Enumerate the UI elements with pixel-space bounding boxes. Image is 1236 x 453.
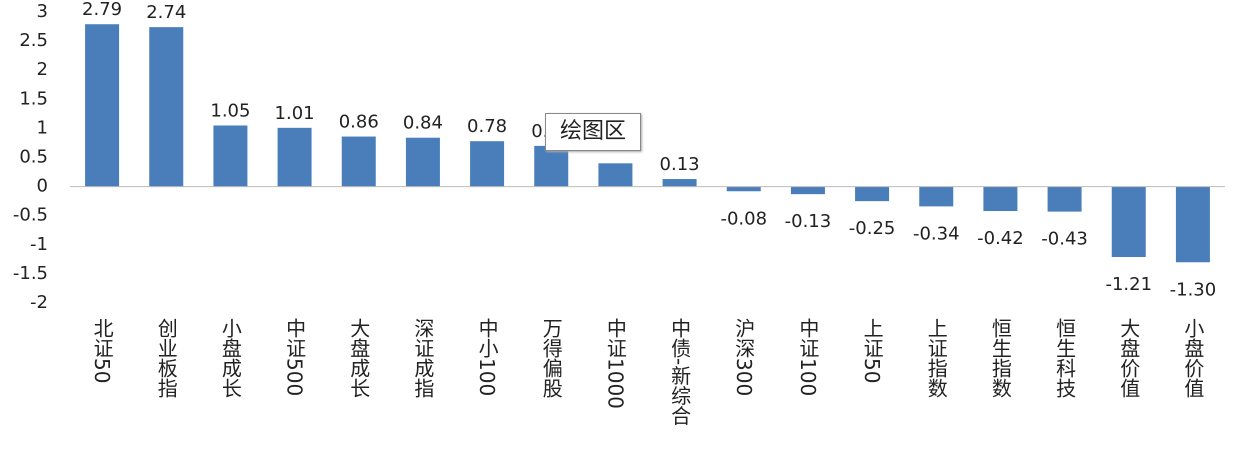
value-label: -0.13 xyxy=(785,211,832,232)
value-label: -0.25 xyxy=(849,218,896,239)
y-tick-label: 2.5 xyxy=(19,30,48,51)
y-tick-label: 3 xyxy=(37,1,48,22)
bar xyxy=(919,186,954,207)
tooltip: 绘图区 xyxy=(545,113,641,151)
x-tick-label: 上证50 xyxy=(860,318,885,384)
value-label: -0.34 xyxy=(913,223,960,244)
x-tick-label: 上证指数 xyxy=(924,318,949,398)
y-tick-label: -1 xyxy=(30,234,48,255)
value-label: -1.30 xyxy=(1170,279,1217,300)
x-tick-label: 中证1000 xyxy=(603,318,628,409)
y-tick-label: 1 xyxy=(37,117,48,138)
bar xyxy=(662,179,697,187)
x-tick-label: 恒生指数 xyxy=(988,318,1013,398)
bar xyxy=(85,24,120,187)
value-label: -0.08 xyxy=(720,208,767,229)
value-label: 0.84 xyxy=(403,113,443,134)
y-tick-label: -0.5 xyxy=(13,205,48,226)
bar xyxy=(213,125,248,187)
value-label: 0.13 xyxy=(660,154,700,175)
x-tick-label: 中证500 xyxy=(282,318,307,397)
value-label: 0.86 xyxy=(339,112,379,133)
x-tick-label: 中证100 xyxy=(795,318,820,397)
x-tick-label: 大盘成长 xyxy=(346,318,371,398)
x-tick-label: 沪深300 xyxy=(731,318,756,397)
value-label: 2.79 xyxy=(82,0,122,20)
bar xyxy=(983,186,1018,212)
y-tick-label: 2 xyxy=(37,59,48,80)
value-label: 0.78 xyxy=(467,116,507,137)
bar xyxy=(534,145,569,187)
bar xyxy=(855,186,890,202)
value-label: -1.21 xyxy=(1105,274,1152,295)
bar xyxy=(1175,186,1210,263)
bar xyxy=(341,136,376,187)
bar xyxy=(149,27,184,187)
bar xyxy=(790,186,825,195)
bar xyxy=(1111,186,1146,258)
bar xyxy=(470,141,505,187)
x-tick-label: 小盘成长 xyxy=(218,318,243,398)
x-tick-label: 恒生科技 xyxy=(1052,318,1077,398)
x-tick-label: 万得偏股 xyxy=(539,318,564,398)
value-label: 1.01 xyxy=(275,103,315,124)
x-tick-label: 北证50 xyxy=(90,318,115,384)
bar xyxy=(277,127,312,187)
y-tick-label: -1.5 xyxy=(13,263,48,284)
y-tick-label: -2 xyxy=(30,292,48,313)
value-label: 1.05 xyxy=(210,100,250,121)
value-label: 2.74 xyxy=(146,2,186,23)
x-tick-label: 大盘价值 xyxy=(1116,318,1141,398)
x-tick-label: 小盘价值 xyxy=(1180,318,1205,398)
bar xyxy=(1047,186,1082,212)
x-tick-label: 创业板指 xyxy=(154,318,179,398)
value-label: -0.43 xyxy=(1041,229,1088,250)
y-tick-label: 1.5 xyxy=(19,88,48,109)
value-label: -0.42 xyxy=(977,228,1024,249)
bar xyxy=(726,186,761,192)
bar xyxy=(598,163,633,187)
y-tick-label: 0.5 xyxy=(19,147,48,168)
y-tick-label: 0 xyxy=(37,176,48,197)
bar xyxy=(405,137,440,187)
x-tick-label: 中小100 xyxy=(475,318,500,397)
x-tick-label: 中债-新综合 xyxy=(667,318,692,426)
x-tick-label: 深证成指 xyxy=(410,318,435,398)
